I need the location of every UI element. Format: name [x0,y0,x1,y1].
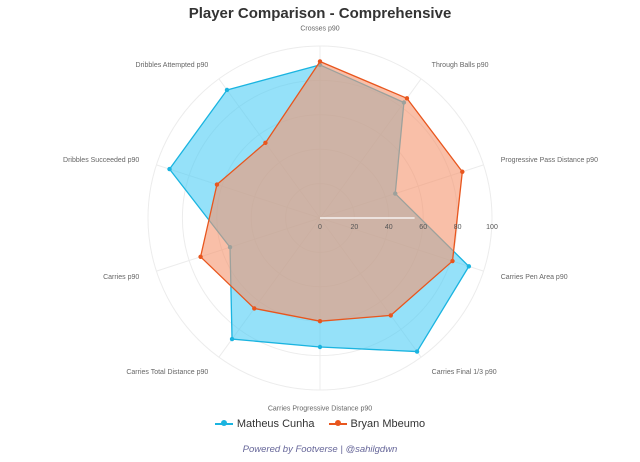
data-point [317,59,323,64]
legend-item-matheus-cunha[interactable]: Matheus Cunha [214,418,315,430]
data-point [198,254,203,260]
axis-label: Carries p90 [103,274,139,281]
data-point [460,169,465,174]
axis-label: Carries Progressive Distance p90 [268,406,372,413]
data-point [263,140,268,146]
chart-title: Player Comparison - Comprehensive [188,5,452,22]
legend: Matheus Cunha Bryan Mbeumo [0,418,640,430]
axis-label: Progressive Pass Distance p90 [501,157,598,164]
data-point [224,87,230,93]
footer-credit: Powered by Footverse | @sahilgdwn [242,444,398,455]
data-point [466,264,472,269]
data-point [450,258,455,264]
tick-label: 40 [385,224,393,231]
radial-axis: 0 20 40 60 80 100 [318,217,498,231]
axis-label: Through Balls p90 [432,62,489,69]
legend-item-bryan-mbeumo[interactable]: Bryan Mbeumo [328,418,426,430]
tick-label: 60 [419,224,427,231]
data-point [317,319,323,324]
data-point [229,336,235,342]
tick-label: 80 [454,224,462,231]
data-point [388,313,393,318]
axis-label: Carries Pen Area p90 [501,274,568,281]
legend-label: Matheus Cunha [236,418,315,430]
axis-label: Dribbles Succeeded p90 [63,157,139,164]
data-point [167,166,172,172]
legend-swatch-icon [328,420,347,426]
tick-label: 100 [486,224,498,231]
axis-label: Crosses p90 [300,26,339,33]
axis-labels: Crosses p90 Through Balls p90 Progressive … [63,26,598,413]
data-point [404,96,410,101]
axis-label: Carries Final 1/3 p90 [432,369,497,376]
tick-label: 20 [351,224,359,231]
series-bryan-mbeumo [198,59,465,324]
axis-label: Dribbles Attempted p90 [136,62,209,69]
data-point [252,306,257,311]
data-point [214,182,220,187]
tick-label: 0 [318,224,322,231]
data-point [317,344,323,350]
data-point [414,349,420,354]
axis-label: Carries Total Distance p90 [126,369,208,376]
legend-swatch-icon [214,420,233,426]
legend-label: Bryan Mbeumo [350,418,426,430]
